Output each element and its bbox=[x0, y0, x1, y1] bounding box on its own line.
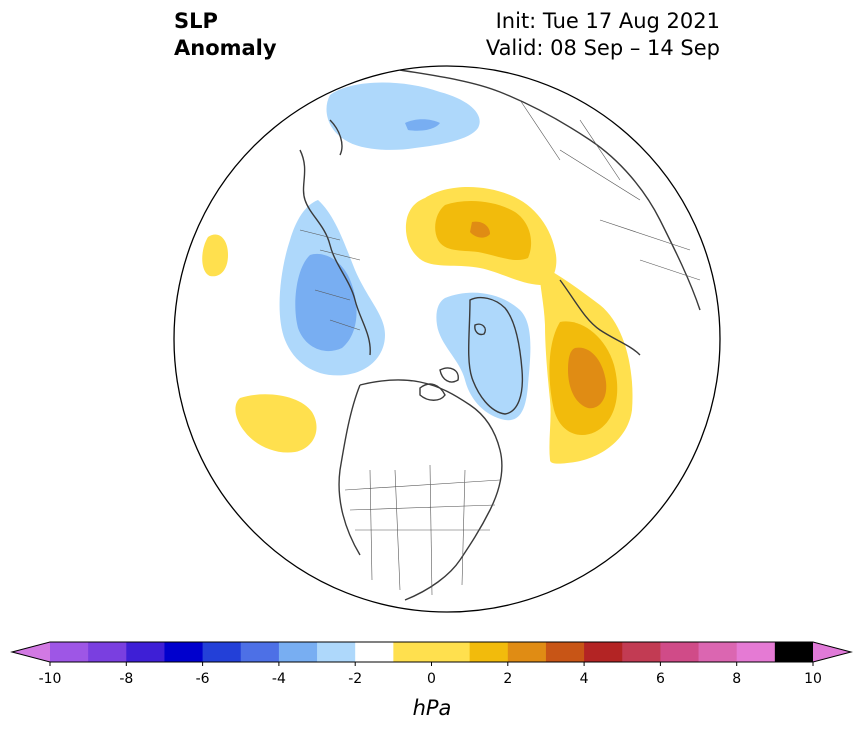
colorbar-segment bbox=[584, 642, 623, 662]
colorbar-ticks: -10 -8 -6 -4 -2 0 2 4 6 8 10 bbox=[39, 662, 822, 687]
neg-anomaly-arctic-core bbox=[405, 119, 440, 131]
colorbar-segment bbox=[660, 642, 700, 662]
colorbar-over-arrow bbox=[813, 642, 851, 662]
colorbar-segments bbox=[10, 641, 853, 663]
colorbar-segment bbox=[469, 642, 509, 662]
colorbar-tick-label: -8 bbox=[119, 671, 133, 687]
europe-borders bbox=[299, 229, 361, 331]
title-line-2: Anomaly bbox=[174, 36, 277, 60]
colorbar-segment bbox=[317, 642, 356, 662]
colorbar-segment bbox=[88, 642, 127, 662]
colorbar-segment bbox=[774, 642, 814, 662]
pos-anomaly-atlantic-2 bbox=[235, 394, 317, 453]
neg-anomaly-europe-core bbox=[295, 253, 357, 352]
colorbar-tick-label: -10 bbox=[39, 671, 62, 687]
colorbar-segment bbox=[507, 642, 547, 662]
pos-anomaly-pacific-core bbox=[568, 347, 607, 409]
colorbar-tick-label: -2 bbox=[348, 671, 362, 687]
colorbar-tick-label: 6 bbox=[656, 671, 665, 687]
greenland-coast bbox=[467, 296, 524, 415]
colorbar-units: hPa bbox=[413, 696, 452, 720]
colorbar-under-arrow bbox=[12, 642, 50, 662]
colorbar-segment bbox=[736, 642, 776, 662]
anomaly-shading bbox=[202, 82, 633, 464]
colorbar-segment bbox=[622, 642, 661, 662]
polar-map bbox=[173, 65, 721, 613]
asia-borders bbox=[519, 99, 701, 281]
colorbar-tick-label: 10 bbox=[804, 671, 822, 687]
colorbar-segment bbox=[50, 642, 89, 662]
colorbar-tick-label: -4 bbox=[272, 671, 286, 687]
colorbar-segment bbox=[126, 642, 165, 662]
colorbar-tick-label: 8 bbox=[732, 671, 741, 687]
europe-coast bbox=[299, 119, 371, 356]
colorbar-segment bbox=[545, 642, 585, 662]
map-title: SLP Anomaly bbox=[174, 8, 277, 62]
colorbar-segment bbox=[164, 642, 204, 662]
north-america-coast bbox=[338, 379, 503, 601]
colorbar-segment bbox=[355, 642, 394, 662]
colorbar-tick-label: -6 bbox=[196, 671, 210, 687]
political-borders bbox=[299, 99, 701, 596]
us-states bbox=[344, 464, 501, 596]
init-date: Init: Tue 17 Aug 2021 bbox=[495, 9, 720, 33]
colorbar-tick-label: 2 bbox=[503, 671, 512, 687]
asia-coast bbox=[399, 69, 701, 356]
colorbar-tick-label: 0 bbox=[427, 671, 436, 687]
colorbar-tick-label: 4 bbox=[580, 671, 589, 687]
neg-anomaly-arctic bbox=[326, 82, 480, 150]
pos-anomaly-siberia-core bbox=[470, 221, 490, 238]
neg-anomaly-greenland bbox=[436, 292, 531, 421]
valid-range: Valid: 08 Sep – 14 Sep bbox=[485, 36, 720, 60]
arctic-islands bbox=[419, 323, 486, 401]
colorbar: -10 -8 -6 -4 -2 0 2 4 6 8 10 hPa bbox=[10, 641, 853, 720]
title-line-1: SLP bbox=[174, 9, 218, 33]
map-boundary bbox=[173, 65, 721, 613]
colorbar-segment bbox=[240, 642, 280, 662]
forecast-dates: Init: Tue 17 Aug 2021 Valid: 08 Sep – 14… bbox=[486, 8, 720, 62]
pos-anomaly-atlantic-1 bbox=[202, 234, 228, 277]
colorbar-segment bbox=[698, 642, 738, 662]
colorbar-segment bbox=[278, 642, 318, 662]
colorbar-segment bbox=[393, 642, 471, 662]
coastlines bbox=[299, 69, 701, 601]
colorbar-segment bbox=[202, 642, 242, 662]
